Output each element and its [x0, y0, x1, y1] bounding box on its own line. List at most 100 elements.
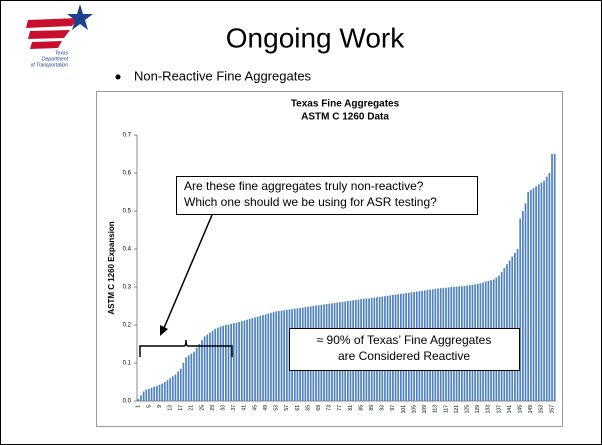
bar — [227, 324, 230, 401]
bar — [275, 311, 278, 401]
bar — [543, 180, 545, 401]
bar — [211, 330, 214, 401]
x-tick-label: 125 — [464, 405, 470, 414]
y-axis-label: ASTM C 1260 Expansion — [107, 221, 116, 314]
x-tick-label: 81 — [348, 405, 354, 411]
bar — [248, 318, 251, 401]
bar — [153, 386, 156, 401]
bar — [217, 327, 219, 401]
x-tick-label: 25 — [199, 405, 205, 411]
bar — [203, 336, 206, 401]
bar — [171, 376, 174, 401]
x-tick-label: 133 — [486, 405, 492, 414]
x-tick-label: 101 — [401, 405, 407, 414]
bar — [238, 321, 240, 401]
x-tick-label: 49 — [263, 405, 269, 411]
bar — [272, 312, 275, 401]
bar — [254, 317, 256, 401]
bar — [206, 334, 209, 401]
bar — [177, 371, 179, 401]
bar — [187, 355, 190, 401]
bar — [246, 319, 248, 401]
bar — [195, 347, 198, 401]
bar — [145, 389, 148, 401]
y-tick-label: 0.3 — [123, 285, 132, 291]
x-tick-label: 121 — [454, 405, 460, 414]
bar — [161, 383, 164, 401]
x-tick-label: 45 — [252, 405, 258, 411]
x-tick-label: 9 — [157, 405, 163, 408]
bar — [193, 351, 195, 401]
x-tick-label: 129 — [475, 405, 481, 414]
bar — [240, 321, 243, 401]
bar — [535, 186, 537, 401]
bar — [527, 192, 530, 401]
bracket — [139, 339, 233, 357]
bar — [278, 310, 280, 401]
x-tick-label: 145 — [518, 405, 524, 414]
y-tick-label: 0.0 — [123, 399, 132, 405]
bar — [174, 374, 177, 401]
x-tick-label: 69 — [316, 405, 322, 411]
y-tick-label: 0.1 — [123, 361, 132, 367]
y-tick-label: 0.4 — [123, 247, 132, 253]
bar — [553, 154, 556, 401]
logo-stripe — [26, 18, 78, 28]
bar — [243, 320, 246, 401]
bar — [259, 315, 262, 401]
x-tick-label: 65 — [305, 405, 311, 411]
bar — [251, 318, 254, 401]
x-tick-label: 33 — [221, 405, 227, 411]
logo-text: Texas — [55, 50, 69, 56]
bar — [532, 188, 535, 401]
y-tick-label: 0.2 — [123, 323, 132, 329]
x-tick-label: 57 — [284, 405, 290, 411]
bar — [222, 325, 225, 401]
x-tick-label: 105 — [411, 405, 417, 414]
x-tick-label: 89 — [369, 405, 375, 411]
logo-stripe — [30, 41, 62, 49]
x-tick-label: 5 — [146, 405, 152, 408]
bar — [264, 314, 267, 401]
bar — [137, 399, 140, 401]
chart-title: Texas Fine Aggregates — [291, 99, 400, 110]
bar — [190, 353, 193, 401]
bar — [270, 312, 272, 401]
bar — [548, 173, 551, 401]
x-tick-label: 29 — [210, 405, 216, 411]
x-tick-label: 109 — [422, 405, 428, 414]
bullet-dot — [115, 74, 121, 80]
x-tick-label: 37 — [231, 405, 237, 411]
bar — [198, 344, 201, 401]
bar — [158, 384, 161, 401]
bar — [235, 322, 238, 401]
bar — [540, 182, 543, 401]
y-tick-label: 0.6 — [123, 171, 132, 177]
bar — [516, 249, 519, 401]
bar — [262, 315, 264, 401]
logo-text: of Transportation — [31, 62, 69, 68]
arrow-line — [163, 214, 213, 329]
bar — [169, 378, 171, 401]
bar — [519, 218, 522, 401]
bar — [267, 313, 270, 401]
annotation-box — [176, 176, 478, 215]
x-tick-label: 93 — [380, 405, 386, 411]
annotation-text: ≈ 90% of Texas’ Fine Aggregates — [317, 333, 492, 347]
bar — [232, 323, 235, 401]
x-tick-label: 153 — [539, 405, 545, 414]
bar — [163, 382, 166, 401]
x-tick-label: 21 — [189, 405, 195, 411]
bar — [545, 176, 548, 401]
y-tick-label: 0.7 — [123, 133, 132, 139]
bar — [529, 190, 532, 401]
logo: Texas Department of Transportation — [26, 4, 93, 68]
annotation-box — [289, 328, 520, 371]
bar — [179, 368, 182, 401]
slide-title: Ongoing Work — [226, 22, 405, 53]
x-tick-label: 17 — [178, 405, 184, 411]
x-tick-label: 1 — [136, 405, 142, 408]
x-tick-label: 53 — [274, 405, 280, 411]
bar — [156, 385, 158, 401]
